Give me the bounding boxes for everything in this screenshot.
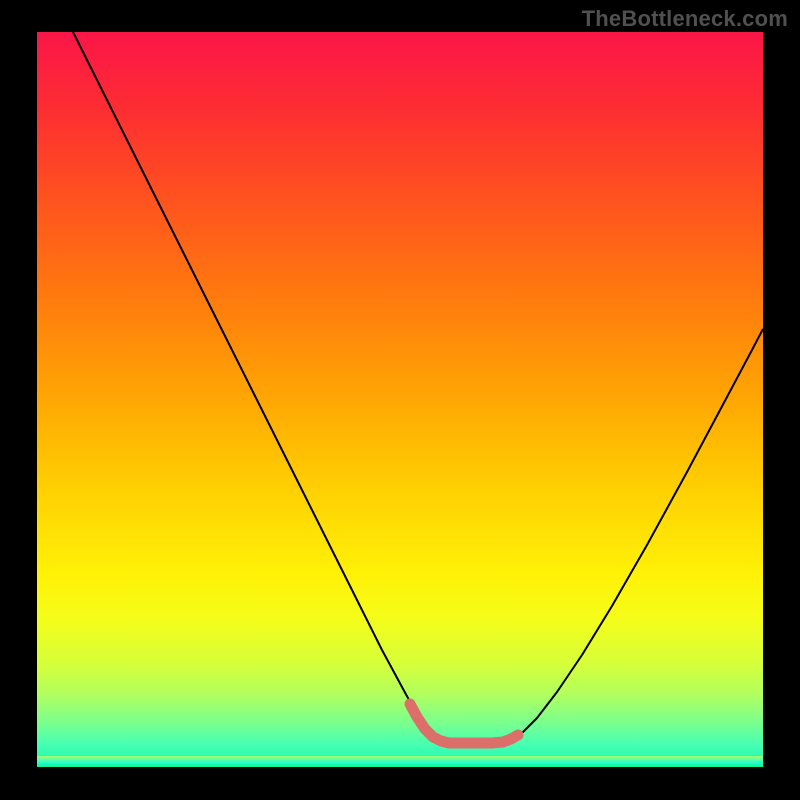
plot-area: [37, 32, 763, 767]
bottom-band-stripe: [37, 766, 763, 767]
chart-frame: TheBottleneck.com: [0, 0, 800, 800]
bottom-band-stripe: [37, 756, 763, 758]
bottom-band-stripe: [37, 764, 763, 766]
bottom-band-stripe: [37, 758, 763, 760]
chart-svg: [37, 32, 763, 767]
watermark-text: TheBottleneck.com: [582, 6, 788, 32]
bottom-band-stripe: [37, 760, 763, 762]
gradient-background: [37, 32, 763, 767]
bottom-band-stripe: [37, 762, 763, 764]
